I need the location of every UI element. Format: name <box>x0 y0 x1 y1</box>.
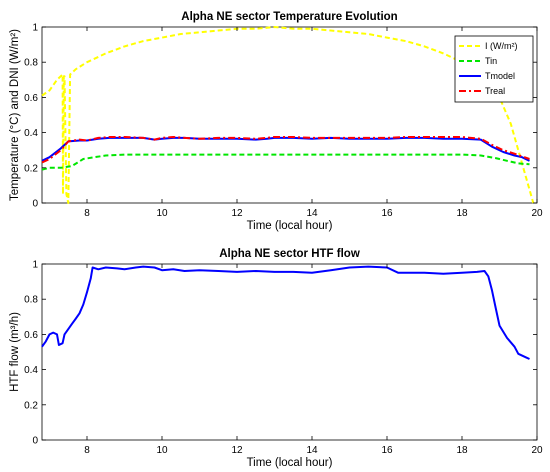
x-tick-label: 10 <box>156 208 168 219</box>
y-tick-label: 0.4 <box>24 365 38 376</box>
y-tick-label: 1 <box>32 260 38 271</box>
legend-label: Treal <box>485 86 505 96</box>
series-line-4 <box>41 136 530 164</box>
plot-area <box>41 26 538 204</box>
x-tick-label: 20 <box>531 208 543 219</box>
x-tick-label: 16 <box>381 208 393 219</box>
legend: I (W/m²) Tin Tmodel Treal <box>454 35 534 103</box>
x-tick-label: 8 <box>84 445 90 456</box>
legend-label: I (W/m²) <box>485 41 517 51</box>
y-tick-label: 0.2 <box>24 400 38 411</box>
y-tick-label: 0 <box>32 436 38 447</box>
series-line-2 <box>41 153 530 171</box>
x-tick-label: 18 <box>456 208 468 219</box>
y-tick-label: 0.4 <box>24 128 38 139</box>
x-tick-label: 12 <box>231 445 243 456</box>
chart-title: Alpha NE sector Temperature Evolution <box>181 11 397 23</box>
plot-area <box>41 263 538 441</box>
x-tick-label: 10 <box>156 445 168 456</box>
series-line-1 <box>41 265 530 360</box>
y-tick-label: 0.6 <box>24 330 38 341</box>
chart-panel-1: 8 10 12 14 16 18 20 0 0.2 0.4 0.6 0.8 1 Alpha NE sect… <box>9 11 543 232</box>
series-line-1 <box>41 26 535 204</box>
x-tick-label: 14 <box>306 208 318 219</box>
chart-title: Alpha NE sector HTF flow <box>219 248 360 260</box>
chart-panel-2: 8 10 12 14 16 18 20 0 0.2 0.4 0.6 0.8 1 Alpha NE sect… <box>9 248 543 469</box>
y-axis-label: Temperature (°C) and DNI (W/m²) <box>9 29 21 201</box>
y-tick-label: 1 <box>32 23 38 34</box>
y-axis-label: HTF flow (m³/h) <box>9 312 21 392</box>
x-axis-label: Time (local hour) <box>247 457 333 469</box>
x-tick-label: 12 <box>231 208 243 219</box>
x-tick-label: 8 <box>84 208 90 219</box>
x-tick-label: 20 <box>531 445 543 456</box>
x-tick-label: 16 <box>381 445 393 456</box>
y-tick-label: 0.8 <box>24 295 38 306</box>
legend-label: Tmodel <box>485 71 515 81</box>
legend-label: Tin <box>485 56 497 66</box>
y-tick-label: 0 <box>32 199 38 210</box>
x-tick-label: 14 <box>306 445 318 456</box>
y-tick-label: 0.8 <box>24 58 38 69</box>
y-tick-label: 0.2 <box>24 163 38 174</box>
x-axis-label: Time (local hour) <box>247 220 333 232</box>
y-tick-label: 0.6 <box>24 93 38 104</box>
x-tick-label: 18 <box>456 445 468 456</box>
